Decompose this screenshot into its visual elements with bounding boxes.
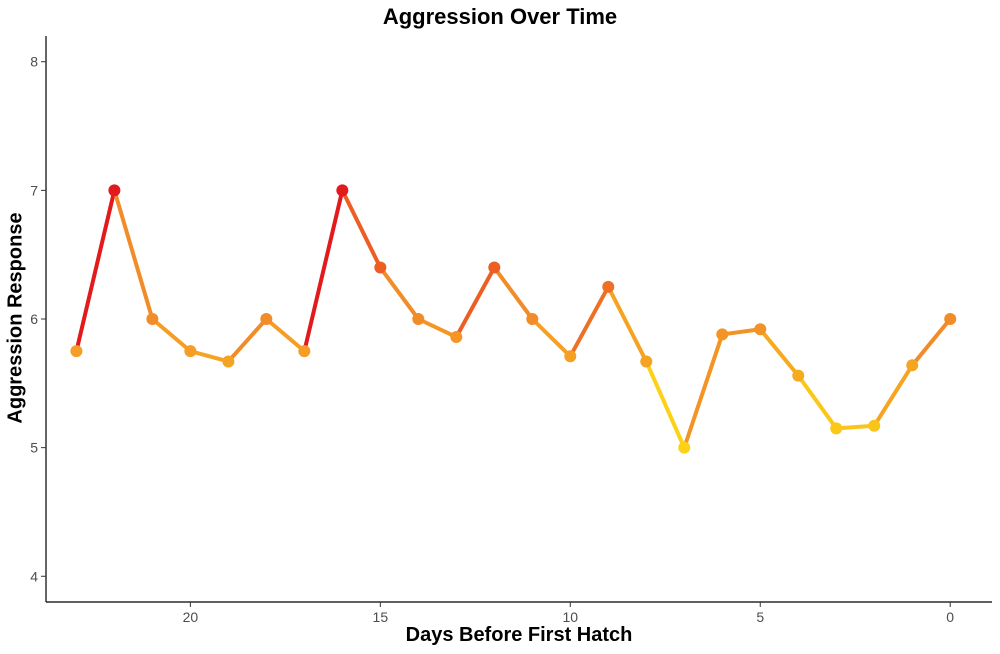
data-point — [222, 355, 235, 368]
data-point — [146, 313, 159, 325]
data-point — [70, 345, 83, 358]
line-segment — [834, 423, 877, 431]
chart-title: Aggression Over Time — [382, 4, 618, 29]
x-axis-ticks: 20 15 10 5 0 — [183, 602, 954, 625]
line-segment — [872, 363, 915, 428]
line-segment — [568, 284, 611, 359]
series-points — [70, 184, 957, 454]
data-point — [754, 323, 767, 336]
line-segment — [226, 317, 269, 364]
data-point — [374, 261, 387, 274]
line-segment — [188, 349, 231, 364]
data-point — [906, 359, 919, 372]
x-tick-label: 0 — [946, 609, 954, 625]
data-point — [716, 328, 729, 341]
line-segment — [74, 188, 117, 354]
series-line — [74, 188, 953, 450]
y-axis-title: Aggression Response — [4, 212, 27, 424]
line-segment — [910, 317, 953, 368]
line-segment — [340, 188, 383, 270]
data-point — [526, 313, 539, 325]
data-point — [602, 280, 615, 293]
x-axis-title: Days Before First Hatch — [405, 624, 633, 646]
data-point — [678, 441, 691, 454]
y-tick-label: 5 — [30, 440, 38, 456]
data-point — [298, 345, 311, 358]
y-tick-label: 4 — [30, 568, 38, 584]
y-tick-label: 6 — [30, 311, 38, 327]
data-point — [450, 331, 463, 344]
data-point — [944, 313, 957, 325]
line-segment — [530, 317, 573, 359]
line-segment — [796, 373, 839, 431]
data-point — [336, 184, 349, 197]
data-point — [488, 261, 501, 274]
y-tick-label: 8 — [30, 54, 38, 70]
line-segment — [112, 188, 155, 321]
data-point — [868, 419, 881, 432]
line-segment — [378, 265, 421, 321]
x-tick-label: 5 — [756, 609, 764, 625]
line-segment — [454, 265, 497, 340]
data-point — [564, 350, 577, 363]
x-tick-label: 15 — [373, 609, 389, 625]
line-segment — [720, 327, 763, 337]
y-axis-ticks: 4 5 6 7 8 — [30, 54, 46, 584]
line-segment — [150, 317, 193, 354]
line-segment — [416, 317, 459, 340]
line-segment — [606, 284, 649, 364]
line-segment — [492, 265, 535, 321]
line-segment — [644, 359, 687, 450]
line-segment — [302, 188, 345, 354]
line-segment — [758, 327, 801, 378]
data-point — [640, 355, 653, 368]
data-point — [830, 422, 843, 435]
x-tick-label: 10 — [563, 609, 579, 625]
line-segment — [264, 317, 307, 354]
line-segment — [682, 332, 725, 450]
x-tick-label: 20 — [183, 609, 199, 625]
data-point — [412, 313, 425, 325]
data-point — [260, 313, 273, 325]
axes — [45, 36, 992, 603]
y-tick-label: 7 — [30, 182, 38, 198]
data-point — [108, 184, 121, 197]
data-point — [792, 369, 805, 382]
data-point — [184, 345, 197, 358]
